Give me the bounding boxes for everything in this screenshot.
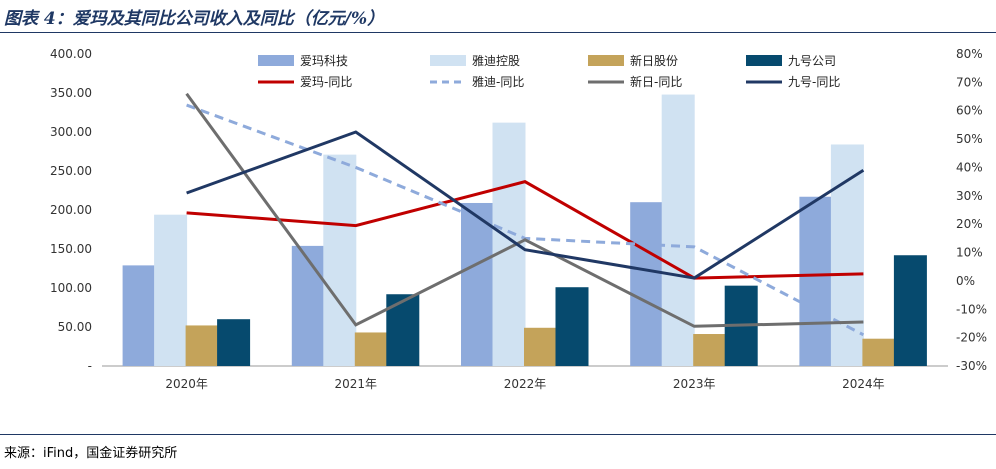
x-tick-label: 2022年 (504, 377, 547, 391)
legend-swatch (588, 55, 624, 66)
legend-label: 新日股份 (630, 53, 678, 68)
right-tick-label: 10% (956, 246, 983, 260)
title-rule (0, 32, 996, 33)
right-tick-label: 70% (956, 75, 983, 89)
bar (693, 334, 727, 366)
series-line (186, 180, 864, 280)
bar (492, 122, 526, 366)
bar (893, 255, 927, 366)
bar (323, 154, 357, 366)
left-tick-label: 150.00 (50, 242, 92, 256)
left-tick-label: 400.00 (50, 47, 92, 61)
chart-svg: - 50.00 100.00 150.00 200.00 250.00 300.00 350.… (50, 47, 987, 391)
legend-swatch (430, 55, 466, 66)
source-rule (0, 434, 996, 435)
legend-swatch (746, 55, 782, 66)
bar (661, 94, 695, 366)
bar (291, 245, 325, 366)
legend-swatch (258, 55, 294, 66)
right-tick-label: 60% (956, 104, 983, 118)
bar (630, 202, 664, 366)
bar (799, 196, 833, 366)
bar (524, 327, 557, 366)
right-tick-label: 0% (956, 274, 975, 288)
bar (830, 144, 864, 366)
right-tick-label: 50% (956, 132, 983, 146)
right-tick-label: -10% (956, 302, 987, 316)
bar (154, 214, 188, 366)
series-line (185, 92, 864, 328)
bar (461, 202, 494, 366)
right-tick-label: 80% (956, 47, 983, 61)
x-tick-label: 2023年 (673, 377, 716, 391)
x-tick-label: 2020年 (165, 377, 208, 391)
left-tick-label: - (88, 359, 92, 373)
legend-label: 爱玛-同比 (300, 75, 352, 89)
bar (555, 287, 589, 366)
x-tick-label: 2024年 (842, 377, 885, 391)
legend-label: 九号公司 (788, 54, 836, 68)
bar (386, 294, 420, 366)
left-tick-label: 100.00 (50, 281, 92, 295)
right-tick-label: -30% (956, 359, 987, 373)
right-tick-label: 20% (956, 217, 983, 231)
left-tick-label: 200.00 (50, 203, 92, 217)
bar (217, 319, 251, 366)
legend-label: 新日-同比 (630, 74, 682, 89)
chart-title: 图表 4：爱玛及其同比公司收入及同比（亿元/%） (4, 9, 385, 29)
legend-label: 雅迪控股 (472, 53, 520, 68)
left-tick-label: 250.00 (50, 164, 92, 178)
bar (354, 332, 388, 366)
legend-label: 雅迪-同比 (472, 74, 524, 89)
left-tick-label: 50.00 (58, 320, 92, 334)
bar (185, 325, 219, 366)
series-line (186, 130, 865, 280)
right-tick-label: 40% (956, 160, 983, 174)
x-tick-label: 2021年 (335, 377, 378, 391)
legend-label: 爱玛科技 (300, 54, 348, 68)
bar (862, 338, 896, 366)
right-tick-label: -20% (956, 331, 987, 345)
legend-label: 九号-同比 (788, 75, 840, 89)
left-tick-label: 300.00 (50, 125, 92, 139)
bar (122, 265, 156, 366)
right-tick-label: 30% (956, 189, 983, 203)
source-note: 来源：iFind，国金证券研究所 (4, 446, 178, 461)
left-tick-label: 350.00 (50, 86, 92, 100)
